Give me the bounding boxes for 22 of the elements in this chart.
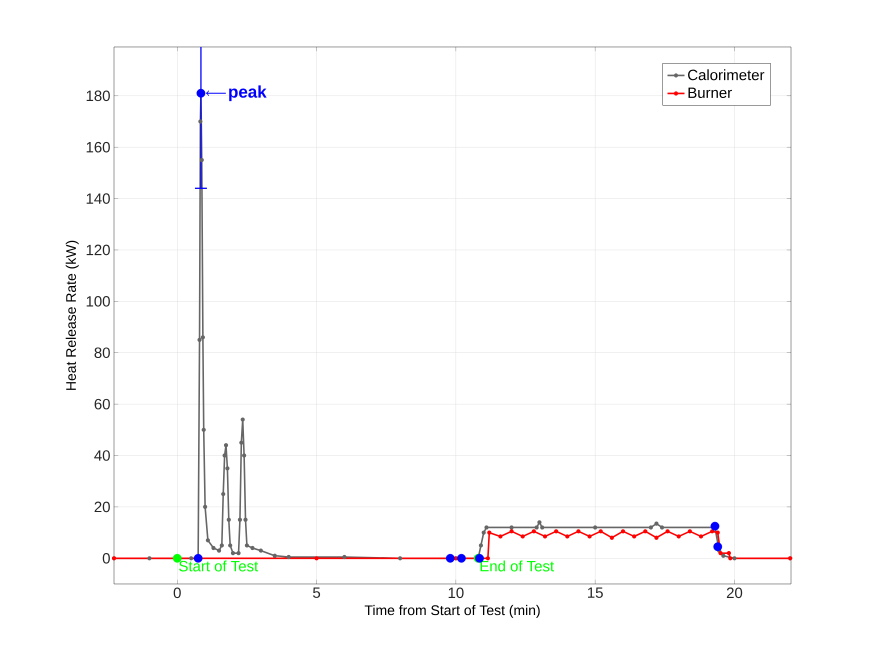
x-tick-label: 0 (174, 588, 181, 598)
y-axis-title: Heat Release Rate (kW) (66, 240, 79, 390)
x-tick-label: 5 (312, 588, 320, 598)
y-tick-label: 100 (86, 296, 110, 307)
annotation: Start of Test (179, 560, 258, 572)
y-tick-label: 0 (102, 553, 110, 564)
x-tick-label: 15 (588, 588, 603, 598)
x-axis-title: Time from Start of Test (min) (364, 604, 540, 618)
x-tick-label: 10 (448, 588, 464, 598)
annotation: peak (229, 85, 267, 102)
y-tick-label: 120 (86, 244, 110, 256)
y-tick-label: 40 (94, 450, 110, 461)
y-tick-label: 160 (86, 142, 110, 152)
y-tick-label: 80 (94, 347, 110, 358)
legend-label: Calorimeter (688, 69, 764, 80)
legend-label: Burner (688, 88, 732, 98)
y-tick-label: 20 (94, 502, 110, 512)
y-tick-label: 140 (86, 193, 110, 204)
x-tick-label: 20 (726, 588, 742, 598)
annotation: End of Test (480, 560, 554, 572)
y-tick-label: 180 (86, 90, 110, 102)
y-tick-label: 60 (94, 398, 110, 410)
